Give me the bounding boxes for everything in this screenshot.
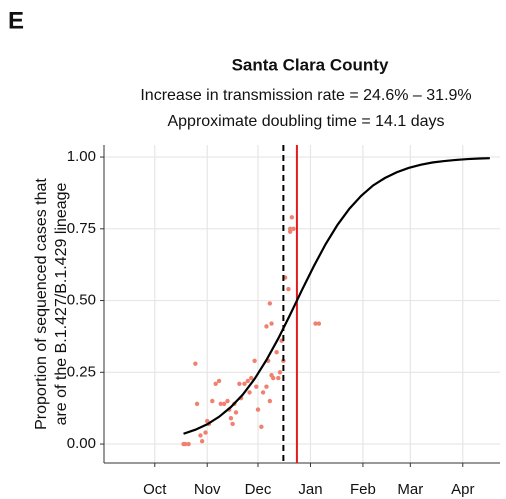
chart-title: Santa Clara County (232, 55, 389, 74)
data-point (237, 381, 242, 386)
data-point (242, 381, 247, 386)
data-point (221, 401, 227, 407)
data-point (267, 398, 273, 404)
data-point (213, 381, 218, 386)
data-point (199, 438, 205, 444)
x-tick-label: Mar (397, 481, 423, 498)
x-tick-label: Oct (143, 481, 167, 498)
data-point (264, 324, 269, 329)
data-point (286, 286, 291, 292)
subtitle: Approximate doubling time = 14.1 days (167, 113, 444, 130)
x-tick-label: Feb (350, 481, 376, 498)
data-point (230, 421, 235, 427)
data-point (228, 416, 234, 421)
data-point (203, 430, 208, 435)
y-tick-label: 1.00 (67, 148, 96, 165)
y-tick-label: 0.25 (67, 363, 96, 380)
y-tick-label: 0.00 (67, 435, 96, 452)
data-point (198, 433, 203, 438)
data-point (259, 424, 264, 430)
subtitle: Increase in transmission rate = 24.6% – … (140, 87, 471, 104)
y-axis-label: are of the B.1.427/B.1.429 lineage (53, 182, 70, 425)
data-point (245, 378, 251, 384)
x-tick-label: Apr (451, 481, 474, 498)
data-point (249, 375, 254, 381)
x-tick-label: Nov (194, 481, 221, 498)
data-point (276, 375, 281, 381)
panel-label: E (8, 7, 24, 34)
y-axis-label: Proportion of sequenced cases that (33, 178, 50, 430)
data-point (255, 407, 261, 412)
data-point (216, 378, 222, 384)
y-tick-label: 0.75 (67, 220, 96, 237)
data-point (287, 226, 293, 232)
data-point (313, 321, 318, 326)
data-point (193, 361, 198, 366)
data-point (269, 321, 274, 326)
data-point (291, 226, 296, 232)
data-point (254, 384, 259, 389)
fit-line (183, 157, 490, 435)
data-point (316, 321, 322, 326)
data-point (218, 401, 223, 407)
data-point (186, 441, 191, 447)
data-point (264, 384, 269, 389)
y-tick-label: 0.50 (67, 292, 96, 309)
data-point (289, 215, 295, 220)
data-point (274, 350, 279, 355)
data-point (210, 398, 215, 404)
x-tick-label: Dec (245, 481, 272, 498)
data-point (260, 390, 266, 395)
x-tick-label: Jan (298, 481, 322, 498)
data-point (225, 398, 230, 404)
data-point (271, 375, 276, 381)
data-point (233, 410, 239, 415)
data-point (252, 358, 257, 364)
data-point (247, 390, 252, 395)
data-point (194, 401, 200, 407)
data-point (183, 441, 188, 447)
data-point (267, 301, 273, 306)
data-point (277, 370, 283, 375)
